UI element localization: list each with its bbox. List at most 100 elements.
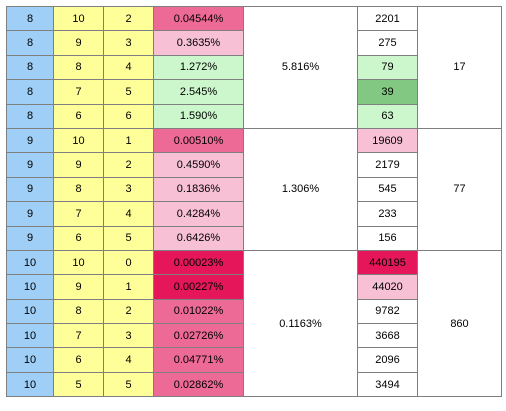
table-row: 8 6 6 1.590% 63 <box>6 103 502 129</box>
table-row: 9 8 3 0.1836% 545 <box>6 176 502 203</box>
table-row: 8 8 4 1.272% 79 <box>6 54 502 81</box>
table-body: 8 10 2 0.04544% 5.816% 2201 17 8 9 3 0.3635% 275 8 8 4… <box>6 5 502 398</box>
table-row: 10 9 1 0.00227% 44020 <box>6 274 502 300</box>
cell-third-value: 0 <box>103 249 154 276</box>
cell-group-total: 77 <box>417 127 502 251</box>
cell-first-value: 8 <box>6 54 54 81</box>
cell-second-value: 9 <box>53 152 104 178</box>
cell-probability: 2.545% <box>153 79 244 105</box>
cell-group-total: 17 <box>417 6 502 129</box>
cell-third-value: 3 <box>103 176 154 203</box>
cell-count: 9782 <box>357 298 418 325</box>
cell-third-value: 5 <box>103 225 154 251</box>
cell-count: 3494 <box>357 371 418 398</box>
table-row: 9 10 1 0.00510% 1.306% 19609 77 <box>6 127 502 251</box>
cell-probability: 0.01022% <box>153 298 244 325</box>
cell-count: 39 <box>357 79 418 105</box>
cell-first-value: 9 <box>6 152 54 178</box>
cell-first-value: 10 <box>6 323 54 349</box>
table-row: 9 6 5 0.6426% 156 <box>6 225 502 251</box>
cell-count: 2179 <box>357 152 418 178</box>
cell-second-value: 7 <box>53 201 104 227</box>
cell-probability: 0.6426% <box>153 225 244 251</box>
cell-count: 2201 <box>357 5 418 32</box>
probability-table: 8 10 2 0.04544% 5.816% 2201 17 8 9 3 0.3635% 275 8 8 4… <box>6 5 502 398</box>
cell-group-percent: 1.306% <box>243 127 358 251</box>
cell-first-value: 10 <box>6 274 54 300</box>
cell-count: 156 <box>357 225 418 251</box>
cell-first-value: 8 <box>6 103 54 129</box>
cell-second-value: 10 <box>53 5 104 32</box>
cell-third-value: 2 <box>103 5 154 32</box>
cell-probability: 0.04771% <box>153 347 244 373</box>
cell-probability: 1.590% <box>153 103 244 129</box>
cell-third-value: 1 <box>103 127 154 154</box>
cell-second-value: 10 <box>53 249 104 276</box>
cell-second-value: 6 <box>53 225 104 251</box>
cell-second-value: 6 <box>53 347 104 373</box>
cell-count: 275 <box>357 30 418 56</box>
table-row: 8 7 5 2.545% 39 <box>6 79 502 105</box>
table-row: 8 10 2 0.04544% 5.816% 2201 17 <box>6 5 502 129</box>
cell-first-value: 9 <box>6 176 54 203</box>
cell-count: 2096 <box>357 347 418 373</box>
cell-probability: 0.00510% <box>153 127 244 154</box>
cell-probability: 0.3635% <box>153 30 244 56</box>
cell-group-total: 860 <box>417 249 502 398</box>
cell-third-value: 5 <box>103 79 154 105</box>
cell-count: 3668 <box>357 323 418 349</box>
cell-second-value: 6 <box>53 103 104 129</box>
cell-probability: 1.272% <box>153 54 244 81</box>
cell-probability: 0.1836% <box>153 176 244 203</box>
cell-second-value: 9 <box>53 30 104 56</box>
cell-count: 440195 <box>357 249 418 276</box>
table-row: 10 5 5 0.02862% 3494 <box>6 371 502 398</box>
cell-probability: 0.02726% <box>153 323 244 349</box>
cell-first-value: 10 <box>6 249 54 276</box>
cell-second-value: 8 <box>53 54 104 81</box>
cell-third-value: 4 <box>103 201 154 227</box>
cell-count: 233 <box>357 201 418 227</box>
cell-third-value: 6 <box>103 103 154 129</box>
cell-count: 545 <box>357 176 418 203</box>
cell-second-value: 9 <box>53 274 104 300</box>
cell-probability: 0.04544% <box>153 5 244 32</box>
table-row: 8 9 3 0.3635% 275 <box>6 30 502 56</box>
cell-probability: 0.02862% <box>153 371 244 398</box>
cell-count: 19609 <box>357 127 418 154</box>
cell-first-value: 10 <box>6 347 54 373</box>
cell-third-value: 3 <box>103 323 154 349</box>
cell-count: 44020 <box>357 274 418 300</box>
table-row: 10 10 0 0.00023% 0.1163% 440195 860 <box>6 249 502 398</box>
cell-group-percent: 0.1163% <box>243 249 358 398</box>
cell-first-value: 8 <box>6 79 54 105</box>
cell-probability: 0.4284% <box>153 201 244 227</box>
table-row: 10 7 3 0.02726% 3668 <box>6 323 502 349</box>
table-row: 10 6 4 0.04771% 2096 <box>6 347 502 373</box>
cell-first-value: 9 <box>6 225 54 251</box>
cell-first-value: 8 <box>6 5 54 32</box>
cell-second-value: 7 <box>53 323 104 349</box>
cell-second-value: 10 <box>53 127 104 154</box>
table-row: 10 8 2 0.01022% 9782 <box>6 298 502 325</box>
cell-third-value: 1 <box>103 274 154 300</box>
cell-first-value: 9 <box>6 127 54 154</box>
cell-second-value: 8 <box>53 298 104 325</box>
cell-first-value: 10 <box>6 371 54 398</box>
cell-probability: 0.00227% <box>153 274 244 300</box>
cell-third-value: 5 <box>103 371 154 398</box>
table-row: 9 9 2 0.4590% 2179 <box>6 152 502 178</box>
cell-third-value: 4 <box>103 347 154 373</box>
cell-third-value: 4 <box>103 54 154 81</box>
cell-first-value: 8 <box>6 30 54 56</box>
cell-third-value: 2 <box>103 298 154 325</box>
cell-second-value: 8 <box>53 176 104 203</box>
cell-count: 63 <box>357 103 418 129</box>
cell-first-value: 10 <box>6 298 54 325</box>
cell-count: 79 <box>357 54 418 81</box>
cell-probability: 0.00023% <box>153 249 244 276</box>
cell-probability: 0.4590% <box>153 152 244 178</box>
cell-second-value: 7 <box>53 79 104 105</box>
cell-second-value: 5 <box>53 371 104 398</box>
cell-first-value: 9 <box>6 201 54 227</box>
